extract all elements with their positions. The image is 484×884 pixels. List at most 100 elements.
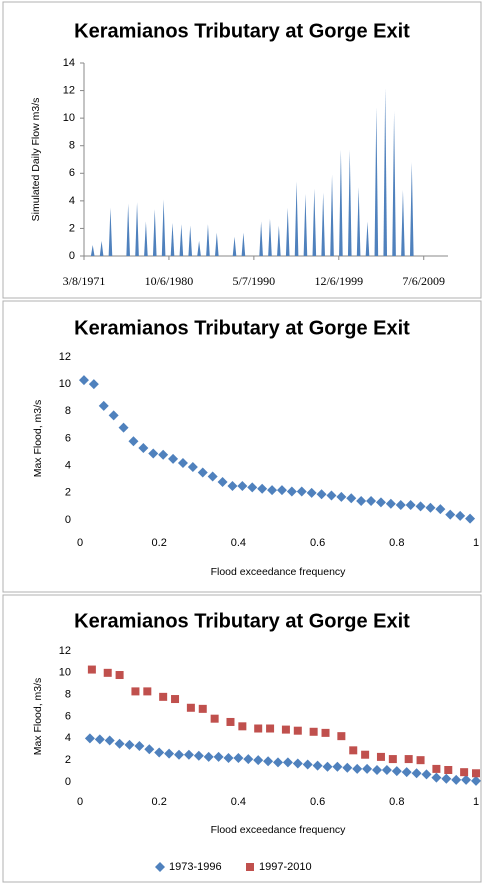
- data-point: [237, 481, 248, 492]
- chart-title: Keramianos Tributary at Gorge Exit: [74, 20, 410, 42]
- y-tick-label: 14: [63, 57, 75, 69]
- data-point: [361, 750, 370, 759]
- data-point: [124, 739, 135, 750]
- flow-spike: [277, 225, 281, 256]
- data-point: [293, 726, 302, 735]
- y-tick-label: 2: [69, 222, 75, 234]
- data-point: [388, 755, 397, 764]
- legend-label: 1973-1996: [169, 861, 222, 873]
- flow-spike: [135, 202, 139, 256]
- y-axis-label: Max Flood, m3/s: [32, 678, 44, 756]
- data-point: [415, 501, 426, 512]
- flow-spike: [232, 236, 237, 256]
- y-tick-label: 4: [65, 732, 71, 744]
- data-point: [98, 400, 109, 411]
- data-point: [213, 751, 224, 762]
- flow-spike: [241, 232, 246, 256]
- x-axis-label: Flood exceedance frequency: [211, 566, 347, 578]
- x-tick-label: 1: [473, 796, 479, 808]
- flow-spike: [330, 174, 334, 256]
- y-tick-label: 4: [65, 460, 71, 472]
- data-point: [273, 757, 283, 768]
- data-point: [226, 717, 235, 726]
- data-point: [296, 486, 307, 497]
- y-tick-label: 6: [69, 167, 75, 179]
- data-point: [425, 502, 436, 513]
- data-point: [337, 732, 346, 741]
- x-tick-label: 0.4: [231, 537, 246, 549]
- panel: [2, 1, 482, 299]
- data-point: [432, 764, 441, 773]
- flow-spike: [312, 188, 317, 256]
- flow-spike: [339, 149, 343, 256]
- data-point: [435, 504, 446, 515]
- y-tick-label: 2: [65, 487, 71, 499]
- x-tick-label: 0.6: [310, 796, 325, 808]
- data-point: [247, 482, 258, 493]
- data-point: [266, 724, 275, 733]
- data-point: [174, 749, 184, 760]
- data-point: [168, 453, 179, 464]
- data-point: [128, 436, 139, 447]
- data-point: [148, 448, 159, 459]
- data-point: [203, 751, 214, 762]
- data-point: [154, 747, 165, 758]
- panel: [2, 594, 482, 883]
- data-point: [395, 500, 406, 511]
- y-tick-label: 0: [65, 776, 71, 788]
- y-tick-label: 10: [59, 378, 71, 390]
- data-point: [177, 457, 188, 468]
- data-point: [257, 483, 268, 494]
- flow-spike: [285, 207, 290, 256]
- data-point: [263, 756, 274, 767]
- data-point: [158, 449, 169, 460]
- data-point: [227, 481, 238, 492]
- x-tick-label: 0.6: [310, 537, 325, 549]
- x-tick-label: 0: [77, 537, 83, 549]
- data-point: [115, 671, 124, 680]
- y-tick-label: 12: [59, 351, 71, 363]
- flow-spike: [356, 187, 361, 256]
- data-point: [332, 761, 343, 772]
- flow-spike: [409, 162, 414, 256]
- flow-spike: [401, 189, 405, 256]
- y-tick-label: 4: [69, 195, 75, 207]
- data-point: [197, 467, 208, 478]
- data-point: [472, 769, 480, 778]
- flow-spike: [206, 224, 210, 256]
- data-point: [375, 497, 386, 508]
- x-axis-label: Flood exceedance frequency: [211, 824, 347, 836]
- y-tick-label: 8: [69, 140, 75, 152]
- data-point: [302, 759, 313, 770]
- data-point: [276, 485, 287, 496]
- data-point: [346, 493, 357, 504]
- flow-spike: [144, 221, 148, 256]
- flow-spike: [152, 209, 157, 256]
- y-tick-label: 6: [65, 710, 71, 722]
- x-tick-label: 0.4: [231, 796, 246, 808]
- x-tick-label: 12/6/1999: [314, 274, 363, 288]
- data-point: [253, 755, 264, 766]
- data-point: [254, 724, 263, 733]
- data-point: [267, 485, 278, 496]
- y-tick-label: 0: [65, 514, 71, 526]
- flow-spike: [259, 221, 263, 256]
- data-point: [445, 509, 456, 520]
- x-tick-label: 0: [77, 796, 83, 808]
- data-point: [210, 714, 219, 723]
- data-point: [391, 766, 402, 777]
- x-tick-label: 0.2: [152, 537, 167, 549]
- y-axis-label: Simulated Daily Flow m3/s: [30, 98, 42, 222]
- data-point: [94, 734, 105, 745]
- data-point: [87, 665, 96, 674]
- flow-spike: [108, 207, 113, 256]
- flow-spike: [126, 203, 130, 256]
- flow-spike: [321, 192, 325, 256]
- chart-title: Keramianos Tributary at Gorge Exit: [74, 610, 410, 632]
- flow-spike: [294, 181, 299, 256]
- data-point: [460, 768, 469, 777]
- flow-spike: [188, 225, 193, 256]
- data-point: [243, 754, 254, 765]
- y-tick-label: 10: [63, 112, 75, 124]
